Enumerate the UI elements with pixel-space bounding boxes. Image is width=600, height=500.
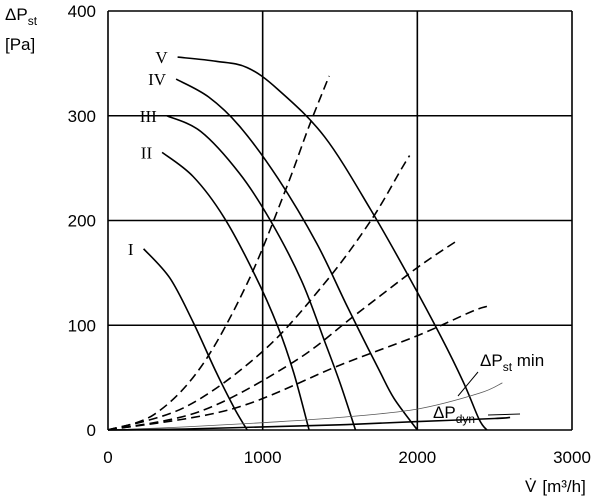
series-line-3: [175, 78, 418, 431]
y-axis-unit: [Pa]: [5, 35, 35, 54]
annotation-leader-0: [457, 371, 479, 397]
series-line-5: [107, 75, 330, 431]
y-tick-label-0: 0: [87, 421, 96, 440]
series-line-9: [107, 382, 503, 431]
series-label-0: I: [128, 240, 134, 259]
x-tick-label-3: 3000: [553, 448, 591, 467]
x-tick-label-1: 1000: [244, 448, 282, 467]
x-tick-label-0: 0: [103, 448, 112, 467]
series-line-6: [107, 155, 411, 431]
annotation-0: ΔPst min: [480, 351, 544, 374]
x-axis-title: V̇ [m³/h]: [525, 477, 586, 496]
series-line-7: [107, 240, 457, 431]
curves: [107, 56, 511, 431]
y-axis-title: ΔPst: [5, 5, 38, 28]
series-line-4: [177, 56, 488, 431]
annotations: ΔPst min ΔPdyn: [433, 351, 544, 426]
y-tick-label-1: 100: [68, 316, 96, 335]
series-label-1: II: [141, 143, 153, 162]
series-label-3: IV: [148, 70, 167, 89]
series-label-4: V: [155, 48, 168, 67]
series-line-0: [143, 248, 248, 431]
series-line-10: [107, 416, 511, 431]
y-tick-label-3: 300: [68, 107, 96, 126]
annotation-1: ΔPdyn: [433, 403, 475, 426]
series-line-8: [107, 305, 488, 431]
x-tick-label-2: 2000: [398, 448, 436, 467]
series-label-2: III: [140, 107, 157, 126]
annotation-leader-1: [487, 413, 521, 416]
tick-labels: 0 1000 2000 3000 0 100 200 300 400: [68, 2, 591, 467]
grid: [107, 10, 573, 431]
y-tick-label-2: 200: [68, 212, 96, 231]
series-line-1: [161, 151, 310, 431]
y-tick-label-4: 400: [68, 2, 96, 21]
series-line-2: [166, 115, 357, 431]
